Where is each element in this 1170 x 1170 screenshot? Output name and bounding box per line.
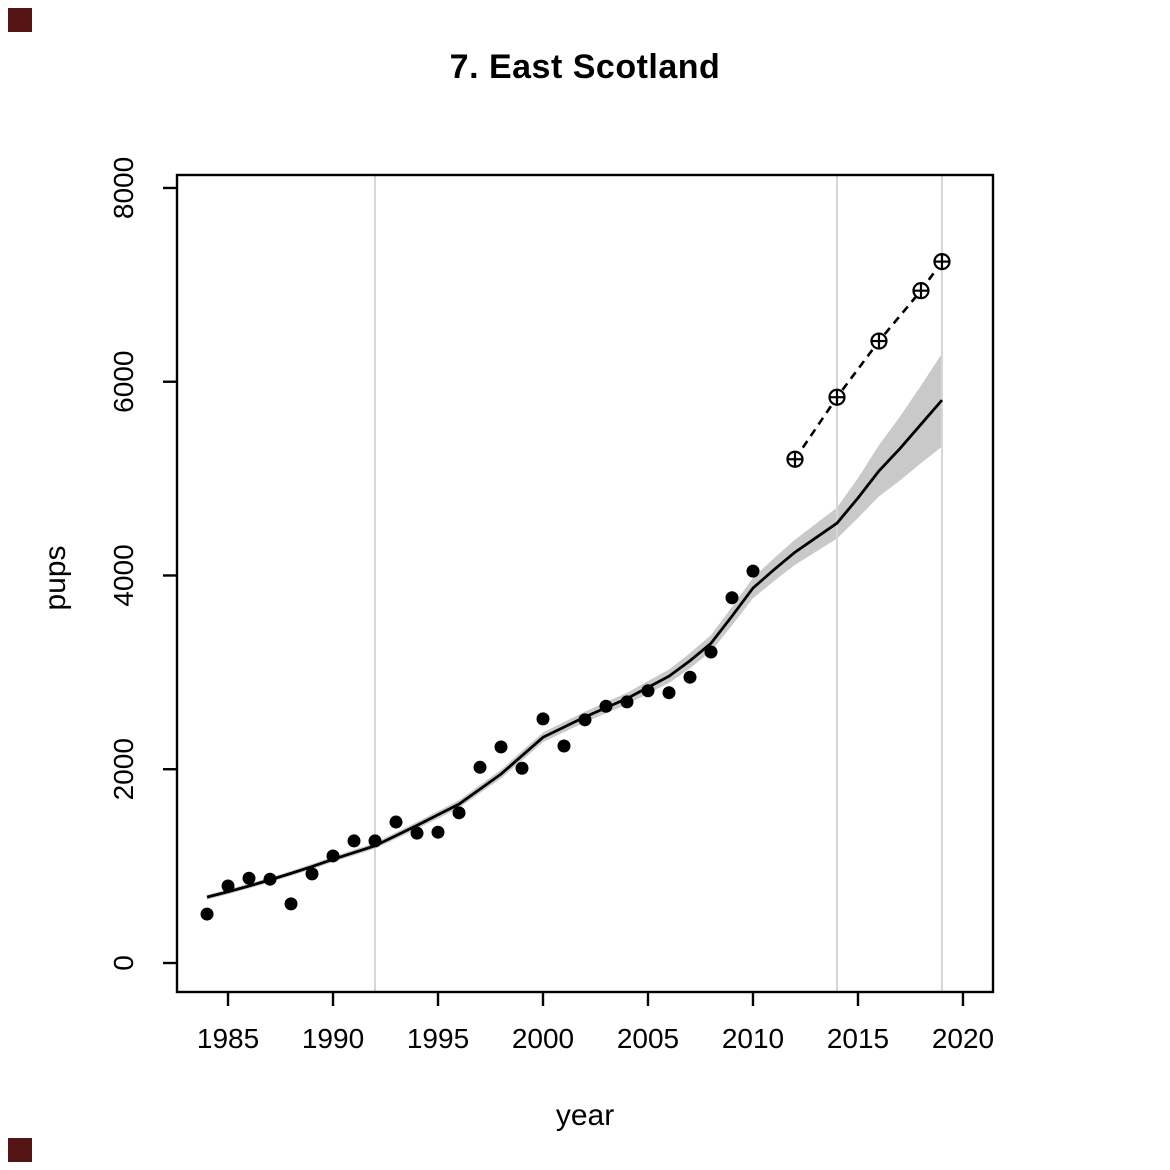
observed-point-1989 (305, 867, 319, 881)
x-tick-label-2015: 2015 (827, 1023, 889, 1054)
observed-point-2007 (683, 670, 697, 684)
observed-point-1995 (431, 825, 445, 839)
x-tick-label-1990: 1990 (302, 1023, 364, 1054)
circle-plus-marker-2016 (870, 332, 888, 350)
plot-border (175, 173, 995, 994)
observed-point-2001 (557, 739, 571, 753)
confidence-band (207, 353, 942, 900)
circle-plus-marker-2019 (933, 252, 951, 271)
x-axis-label: year (555, 1099, 615, 1132)
observed-point-2004 (620, 695, 634, 709)
x-tick-label-2000: 2000 (512, 1023, 574, 1054)
observed-point-1993 (389, 815, 403, 829)
observed-point-2009 (725, 591, 739, 605)
x-tick-label-1995: 1995 (407, 1023, 469, 1054)
observed-point-1998 (494, 740, 508, 754)
x-tick-label-2010: 2010 (722, 1023, 784, 1054)
observed-point-1994 (410, 826, 424, 840)
circle-plus-marker-2012 (786, 450, 804, 468)
observed-point-1991 (347, 834, 361, 848)
y-tick-label-6000: 6000 (108, 351, 139, 413)
corner-marker-top-left (8, 8, 32, 32)
observed-point-1992 (368, 834, 382, 848)
observed-point-1988 (284, 897, 298, 911)
y-tick-label-4000: 4000 (108, 544, 139, 606)
observed-point-1996 (452, 806, 466, 820)
observed-point-1987 (263, 872, 277, 886)
observed-point-2006 (662, 686, 676, 700)
x-tick-label-1985: 1985 (197, 1023, 259, 1054)
circle-plus-marker-2014 (828, 388, 846, 406)
observed-point-2002 (578, 713, 592, 727)
circle-plus-marker-2018 (912, 282, 930, 300)
observed-point-2000 (536, 712, 550, 726)
y-axis-label: pups (39, 545, 72, 611)
y-tick-label-8000: 8000 (108, 157, 139, 219)
observed-point-2008 (704, 645, 718, 659)
fitted-trend-line (206, 399, 944, 899)
corner-marker-bottom-left (8, 1138, 32, 1162)
y-tick-label-0: 0 (108, 955, 139, 971)
chart-title: 7. East Scotland (449, 48, 721, 86)
observed-point-1986 (242, 871, 256, 885)
observed-point-1990 (326, 849, 340, 863)
observed-point-1985 (221, 879, 235, 893)
x-tick-label-2020: 2020 (932, 1023, 994, 1054)
observed-point-2003 (599, 699, 613, 713)
y-tick-label-2000: 2000 (108, 738, 139, 800)
observed-point-1984 (200, 907, 214, 921)
observed-point-1999 (515, 761, 529, 775)
observed-point-1997 (473, 760, 487, 774)
observed-point-2010 (746, 564, 760, 578)
observed-point-2005 (641, 684, 655, 698)
x-tick-label-2005: 2005 (617, 1023, 679, 1054)
